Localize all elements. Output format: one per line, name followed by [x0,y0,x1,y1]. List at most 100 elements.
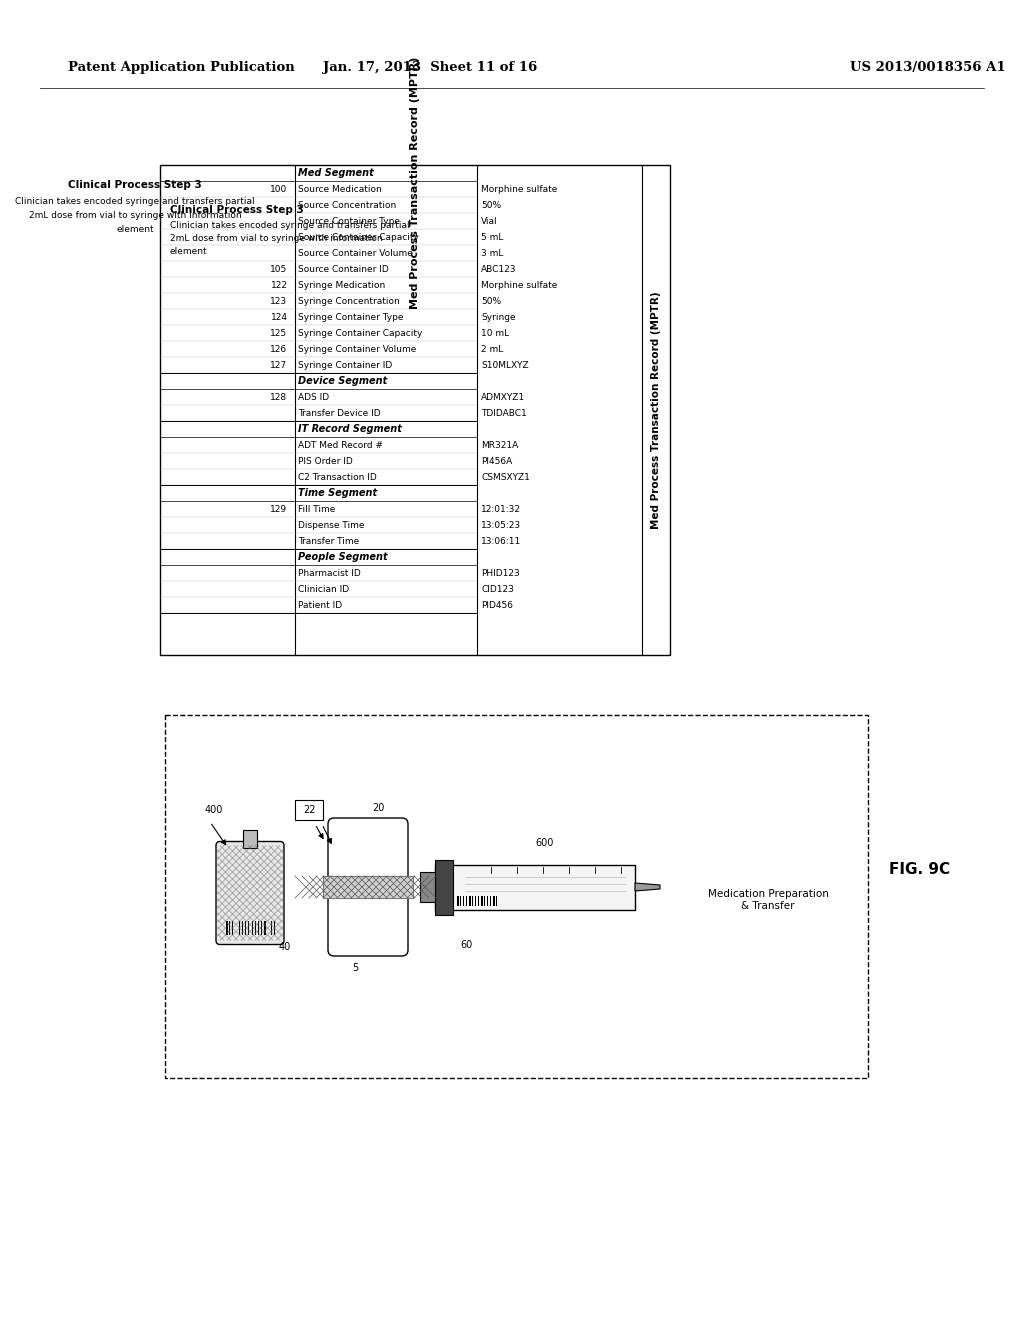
Bar [226,920,227,935]
Text: Source Container Type: Source Container Type [298,216,400,226]
FancyBboxPatch shape [216,842,284,945]
Text: 10 mL: 10 mL [481,329,509,338]
Bar [264,920,266,935]
Text: 60: 60 [460,940,472,950]
FancyBboxPatch shape [328,818,408,890]
Bar [239,920,241,935]
Text: MR321A: MR321A [481,441,518,450]
Text: TDIDABC1: TDIDABC1 [481,408,526,417]
Text: Transfer Device ID: Transfer Device ID [298,408,381,417]
Text: Morphine sulfate: Morphine sulfate [481,185,557,194]
Text: 122: 122 [270,281,288,289]
Text: 12:01:32: 12:01:32 [481,504,521,513]
Text: Syringe Medication: Syringe Medication [298,281,385,289]
Text: Transfer Time: Transfer Time [298,536,359,545]
Text: 100: 100 [270,185,288,194]
Text: element: element [170,247,208,256]
Text: 127: 127 [270,360,288,370]
Text: 3 mL: 3 mL [481,248,504,257]
Text: 20: 20 [372,803,384,813]
Bar [252,920,253,935]
Text: Syringe: Syringe [481,313,516,322]
Text: 13:05:23: 13:05:23 [481,520,521,529]
Text: 5: 5 [352,964,358,973]
Text: Source Container Capacity: Source Container Capacity [298,232,419,242]
Text: Medication Preparation
& Transfer: Medication Preparation & Transfer [708,890,828,911]
Text: 129: 129 [270,504,288,513]
Bar [493,895,495,906]
Text: 40: 40 [279,942,291,952]
Text: Source Medication: Source Medication [298,185,382,194]
Text: People Segment: People Segment [298,552,388,562]
Text: Source Concentration: Source Concentration [298,201,396,210]
Text: ADS ID: ADS ID [298,392,329,401]
Bar [420,873,435,902]
Text: 2 mL: 2 mL [481,345,503,354]
Bar [165,715,868,1078]
Text: 5 mL: 5 mL [481,232,504,242]
Text: 22: 22 [303,805,315,814]
Text: Syringe Concentration: Syringe Concentration [298,297,399,305]
Text: FIG. 9C: FIG. 9C [890,862,950,878]
Text: IT Record Segment: IT Record Segment [298,424,401,434]
Text: 50%: 50% [481,297,501,305]
Text: 124: 124 [270,313,288,322]
Bar [160,165,670,655]
Text: 600: 600 [535,838,553,847]
Text: 2mL dose from vial to syringe with information: 2mL dose from vial to syringe with infor… [29,211,242,220]
Text: Clinical Process Step 3: Clinical Process Step 3 [170,205,304,215]
Text: C2 Transaction ID: C2 Transaction ID [298,473,377,482]
Bar [469,895,470,906]
Text: 123: 123 [270,297,288,305]
Text: PIS Order ID: PIS Order ID [298,457,352,466]
Text: US 2013/0018356 A1: US 2013/0018356 A1 [850,62,1006,74]
Text: 105: 105 [270,264,288,273]
Bar [323,876,413,898]
Bar [435,859,453,915]
Text: Time Segment: Time Segment [298,488,377,498]
Text: Source Container ID: Source Container ID [298,264,389,273]
Text: 126: 126 [270,345,288,354]
Text: Patent Application Publication: Patent Application Publication [68,62,295,74]
Text: 50%: 50% [481,201,501,210]
Text: Syringe Container Type: Syringe Container Type [298,313,403,322]
Text: CSMSXYZ1: CSMSXYZ1 [481,473,529,482]
Bar [457,895,459,906]
Text: PID456: PID456 [481,601,513,610]
Text: 400: 400 [205,805,223,814]
Text: Med Segment: Med Segment [298,168,374,178]
Text: S10MLXYZ: S10MLXYZ [481,360,528,370]
Text: 2mL dose from vial to syringe with information: 2mL dose from vial to syringe with infor… [170,234,383,243]
Text: Fill Time: Fill Time [298,504,336,513]
Text: Patient ID: Patient ID [298,601,342,610]
Text: ABC123: ABC123 [481,264,516,273]
Text: Morphine sulfate: Morphine sulfate [481,281,557,289]
Text: Dispense Time: Dispense Time [298,520,365,529]
Text: element: element [116,224,154,234]
Text: Clinician ID: Clinician ID [298,585,349,594]
Text: Med Process Transaction Record (MPTR): Med Process Transaction Record (MPTR) [410,57,420,309]
Text: ADT Med Record #: ADT Med Record # [298,441,383,450]
Text: Syringe Container ID: Syringe Container ID [298,360,392,370]
Bar [435,865,635,909]
Text: 125: 125 [270,329,288,338]
Text: PI456A: PI456A [481,457,512,466]
Text: Jan. 17, 2013  Sheet 11 of 16: Jan. 17, 2013 Sheet 11 of 16 [323,62,538,74]
FancyBboxPatch shape [328,884,408,956]
Text: Source Container Volume: Source Container Volume [298,248,413,257]
Bar [481,895,482,906]
Text: Clinical Process Step 3: Clinical Process Step 3 [69,180,202,190]
Text: Syringe Container Volume: Syringe Container Volume [298,345,417,354]
Text: 13:06:11: 13:06:11 [481,536,521,545]
Bar [243,829,257,847]
Polygon shape [635,883,660,891]
Text: Clinician takes encoded syringe and transfers partial: Clinician takes encoded syringe and tran… [170,220,410,230]
Text: Pharmacist ID: Pharmacist ID [298,569,360,578]
Text: PHID123: PHID123 [481,569,520,578]
Bar [295,800,323,820]
Text: Device Segment: Device Segment [298,376,387,385]
Text: CID123: CID123 [481,585,514,594]
Text: ADMXYZ1: ADMXYZ1 [481,392,525,401]
Text: Syringe Container Capacity: Syringe Container Capacity [298,329,422,338]
Text: 128: 128 [270,392,288,401]
